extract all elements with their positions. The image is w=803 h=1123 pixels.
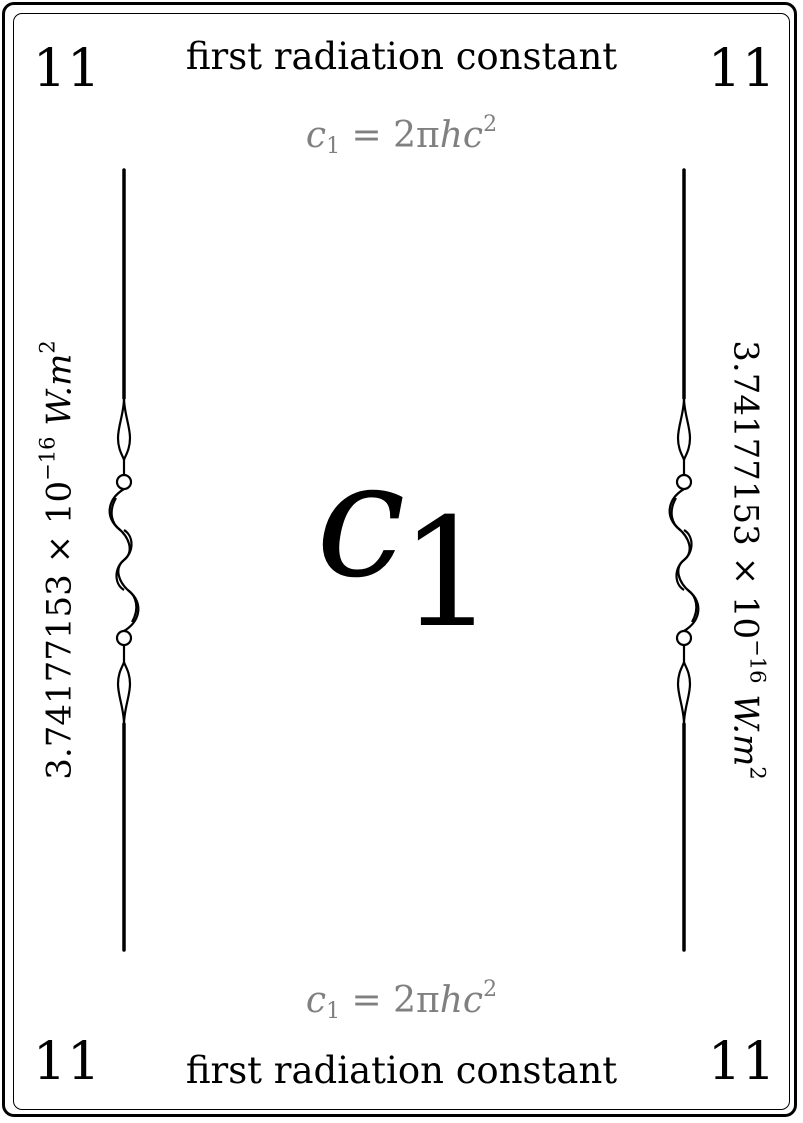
value-left-vertical: 3.74177153 × 10−16 W.m2 [35, 340, 80, 780]
formula-rhs-vars: hc [439, 115, 484, 156]
value-unit-exponent: 2 [745, 766, 770, 780]
center-symbol-letter: c [316, 426, 406, 613]
formula-lhs-symbol: c [305, 980, 327, 1021]
value-right-vertical: 3.74177153 × 10−16 W.m2 [725, 340, 770, 780]
card-title-bottom: first radiation constant [185, 1049, 618, 1092]
formula-equals: = 2π [340, 980, 440, 1021]
corner-number-top-right: 11 [708, 39, 777, 99]
formula-top: c1 = 2πhc2 [0, 114, 803, 158]
center-symbol: c1 [316, 440, 501, 650]
card-title-top: first radiation constant [185, 35, 618, 78]
center-symbol-subscript: 1 [399, 487, 496, 661]
formula-rhs-vars: hc [439, 980, 484, 1021]
formula-bottom: c1 = 2πhc2 [0, 979, 803, 1023]
value-unit: W.m [725, 683, 766, 767]
value-exponent: −16 [35, 436, 60, 481]
value-mantissa: 3.74177153 × 10 [39, 480, 80, 780]
value-unit-exponent: 2 [35, 340, 60, 354]
corner-number-top-left: 11 [33, 39, 102, 99]
value-mantissa: 3.74177153 × 10 [725, 340, 766, 640]
formula-lhs-symbol: c [305, 115, 327, 156]
ornament-right-divider-icon [668, 168, 700, 952]
corner-number-bottom-right: 11 [708, 1032, 777, 1092]
ornament-left-divider-icon [108, 168, 140, 952]
value-unit: W.m [39, 353, 80, 437]
formula-lhs-subscript: 1 [326, 134, 341, 159]
formula-rhs-exponent: 2 [483, 112, 498, 137]
card-inner-border [13, 13, 790, 1110]
formula-rhs-exponent: 2 [483, 977, 498, 1002]
formula-equals: = 2π [340, 115, 440, 156]
corner-number-bottom-left: 11 [33, 1032, 102, 1092]
value-exponent: −16 [745, 639, 770, 684]
formula-lhs-subscript: 1 [326, 999, 341, 1024]
